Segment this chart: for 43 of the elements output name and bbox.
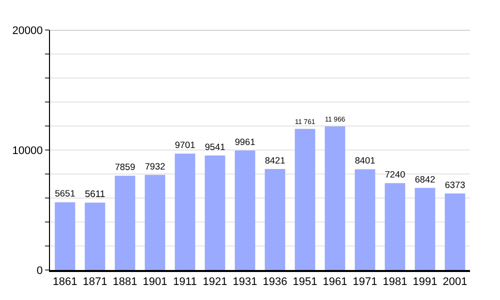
- data-label: 9541: [204, 142, 226, 152]
- bar: [354, 169, 376, 270]
- bar: [114, 176, 136, 270]
- x-tick-label: 1991: [412, 276, 438, 288]
- bar: [384, 183, 406, 270]
- data-label: 8421: [264, 155, 286, 166]
- bar: [174, 154, 196, 270]
- x-tick-label: 1901: [142, 276, 168, 288]
- bar: [204, 156, 226, 270]
- data-label: 5611: [84, 189, 106, 200]
- x-tick-label: 1951: [292, 276, 318, 288]
- data-label: 7240: [384, 170, 406, 180]
- x-tick-label: 2001: [442, 276, 468, 288]
- bar: [294, 128, 316, 270]
- x-tick-label: 1881: [112, 276, 138, 288]
- data-label: 9701: [174, 140, 196, 150]
- data-label: 9961: [234, 136, 256, 147]
- x-tick-label: 1921: [202, 276, 228, 288]
- x-tick-label: 1871: [82, 276, 108, 288]
- y-tick-label: 10000: [12, 144, 43, 157]
- bar: [444, 194, 466, 270]
- x-tick-label: 1981: [382, 276, 408, 288]
- x-tick-label: 1911: [173, 276, 197, 288]
- x-tick-label: 1931: [232, 276, 258, 288]
- bar: [414, 188, 436, 270]
- bar: [84, 202, 106, 270]
- data-label: 5651: [54, 188, 76, 199]
- x-tick-label: 1961: [322, 276, 348, 288]
- bar: [54, 202, 76, 270]
- bar: [234, 150, 256, 270]
- bar: [144, 174, 166, 270]
- bar: [264, 168, 286, 270]
- y-tick-label: 0: [36, 264, 43, 277]
- data-label: 7932: [144, 161, 166, 172]
- data-label: 6373: [444, 180, 466, 190]
- x-tick-label: 1936: [262, 276, 288, 288]
- data-label: 8401: [354, 156, 376, 166]
- x-tick-label: 1971: [352, 276, 378, 288]
- x-tick-label: 1861: [52, 276, 78, 288]
- bar: [324, 126, 346, 270]
- y-tick-label: 20000: [12, 24, 43, 37]
- data-label: 6842: [414, 174, 436, 184]
- data-label: 7859: [114, 162, 136, 172]
